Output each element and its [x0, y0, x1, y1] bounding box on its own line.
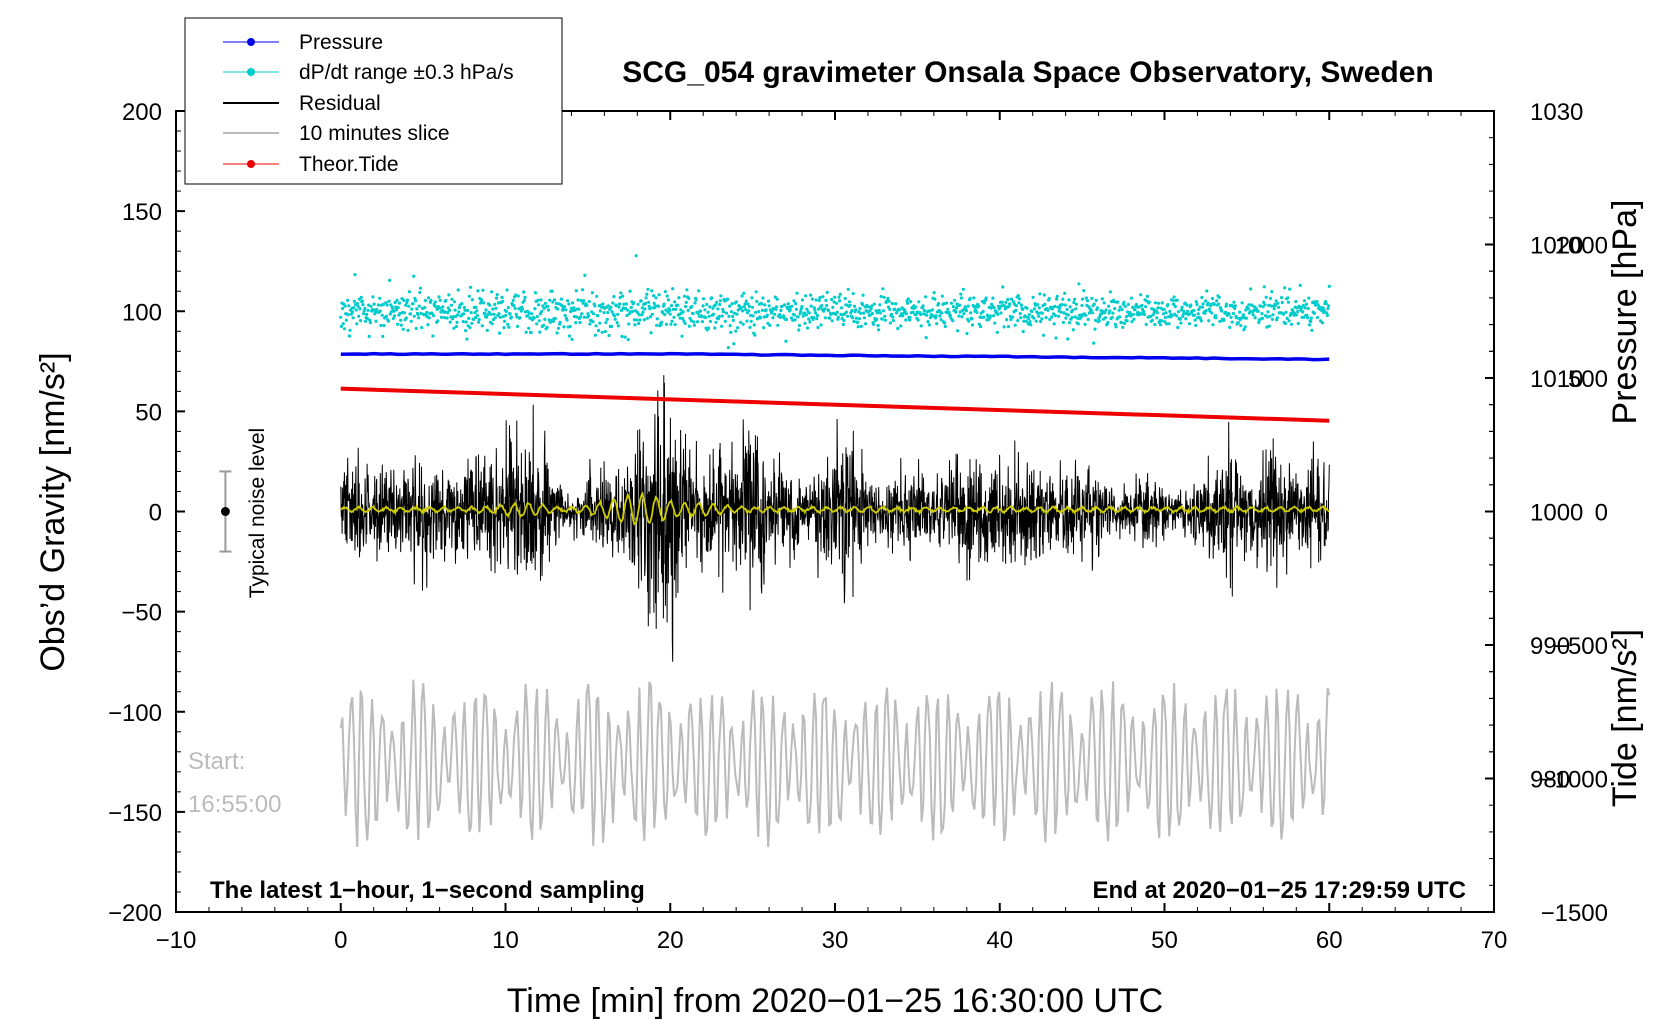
- tide-tick-label: −500: [1554, 633, 1608, 660]
- y-tick-label-left: 0: [149, 500, 162, 527]
- pressure-tick-label: 1030: [1530, 99, 1583, 126]
- y-tick-label-left: −100: [108, 700, 162, 727]
- pressure-tick-label: 1000: [1530, 500, 1583, 527]
- start-time: 16:55:00: [188, 791, 281, 818]
- x-tick-label: 20: [657, 927, 684, 954]
- legend-marker-dpdt: [247, 68, 255, 76]
- pressure-tick-label: 1020: [1530, 233, 1583, 260]
- y-tick-label-left: 150: [122, 199, 162, 226]
- axis-ticks: −10 0 10 20 30 40 50 60 70−200−150−100−500501001…: [108, 99, 1608, 954]
- tide-tick-label: 500: [1568, 366, 1608, 393]
- tide-tick-label: 1000: [1555, 233, 1608, 260]
- legend-label-tide: Theor.Tide: [299, 153, 399, 176]
- legend-item-dpdt: dP/dt range ±0.3 hPa/s: [223, 61, 514, 84]
- y-tick-label-left: 200: [122, 99, 162, 126]
- legend-label-dpdt: dP/dt range ±0.3 hPa/s: [299, 61, 514, 84]
- x-tick-label: 70: [1481, 927, 1508, 954]
- y-axis-label-tide: Tide [nm/s²]: [1606, 629, 1644, 807]
- y-tick-label-left: −150: [108, 800, 162, 827]
- ten-minute-slice-line: [339, 679, 1331, 848]
- y-tick-label-left: −50: [121, 600, 162, 627]
- sampling-note: The latest 1−hour, 1−second sampling: [210, 877, 645, 904]
- y-tick-label-left: 100: [122, 299, 162, 326]
- legend-label-residual: Residual: [299, 92, 381, 115]
- pressure-tick-label: 1010: [1530, 366, 1583, 393]
- tide-tick-label: −1500: [1541, 900, 1608, 927]
- pressure-tick-label: 980: [1530, 767, 1570, 794]
- x-tick-label: 40: [986, 927, 1013, 954]
- tide-line: [340, 386, 1330, 423]
- legend-item-residual: Residual: [223, 92, 381, 115]
- y-tick-label-left: −200: [108, 900, 162, 927]
- pressure-tick-label: 990: [1530, 633, 1570, 660]
- legend-label-pressure: Pressure: [299, 31, 383, 54]
- legend-item-slice: 10 minutes slice: [223, 122, 450, 145]
- noise-bar: Typical noise level: [219, 428, 269, 598]
- x-tick-label: 0: [334, 927, 347, 954]
- x-tick-label: 60: [1316, 927, 1343, 954]
- noise-level-label: Typical noise level: [246, 428, 269, 598]
- legend: Pressure dP/dt range ±0.3 hPa/s Residual…: [184, 17, 563, 185]
- dpdt-scatter: [339, 254, 1331, 350]
- smoothed-residual-line: [340, 491, 1330, 526]
- chart-title: SCG_054 gravimeter Onsala Space Observat…: [622, 56, 1434, 89]
- y-axis-label-left: Obs’d Gravity [nm/s²]: [34, 352, 72, 671]
- y-axis-label-pressure: Pressure [hPa]: [1606, 200, 1644, 425]
- legend-item-tide: Theor.Tide: [223, 153, 399, 176]
- start-label: Start:: [188, 748, 245, 775]
- legend-box: [184, 17, 563, 185]
- y-tick-label-left: 50: [135, 399, 162, 426]
- tide-tick-label: 0: [1595, 500, 1608, 527]
- tide-tick-label: −1000: [1541, 767, 1608, 794]
- pressure-line: [340, 351, 1330, 362]
- x-tick-label: 30: [822, 927, 849, 954]
- legend-marker-pressure: [247, 38, 255, 46]
- x-tick-label: 50: [1151, 927, 1178, 954]
- x-axis-label: Time [min] from 2020−01−25 16:30:00 UTC: [507, 982, 1163, 1020]
- end-time-note: End at 2020−01−25 17:29:59 UTC: [1092, 877, 1466, 904]
- legend-marker-tide: [247, 160, 255, 168]
- legend-item-pressure: Pressure: [223, 31, 383, 54]
- legend-label-slice: 10 minutes slice: [299, 122, 450, 145]
- noise-bar-center-dot: [220, 507, 230, 516]
- residual-line: [340, 375, 1330, 662]
- plot-area: [339, 254, 1331, 848]
- x-tick-label: 10: [492, 927, 519, 954]
- x-tick-label: −10: [156, 927, 197, 954]
